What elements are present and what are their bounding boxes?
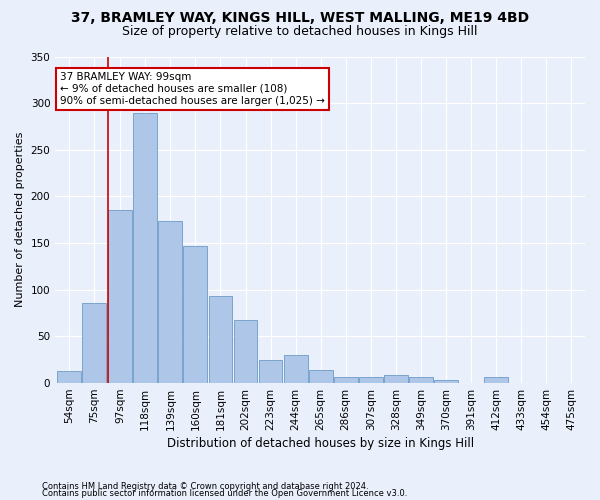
Text: Contains public sector information licensed under the Open Government Licence v3: Contains public sector information licen…	[42, 490, 407, 498]
Text: Contains HM Land Registry data © Crown copyright and database right 2024.: Contains HM Land Registry data © Crown c…	[42, 482, 368, 491]
Text: 37, BRAMLEY WAY, KINGS HILL, WEST MALLING, ME19 4BD: 37, BRAMLEY WAY, KINGS HILL, WEST MALLIN…	[71, 12, 529, 26]
Bar	[57, 371, 81, 383]
Bar	[108, 210, 132, 383]
Bar	[384, 374, 408, 383]
Text: Size of property relative to detached houses in Kings Hill: Size of property relative to detached ho…	[122, 25, 478, 38]
Bar	[133, 114, 157, 383]
Bar	[284, 355, 308, 383]
Y-axis label: Number of detached properties: Number of detached properties	[15, 132, 25, 308]
Bar	[158, 220, 182, 383]
X-axis label: Distribution of detached houses by size in Kings Hill: Distribution of detached houses by size …	[167, 437, 473, 450]
Text: 37 BRAMLEY WAY: 99sqm
← 9% of detached houses are smaller (108)
90% of semi-deta: 37 BRAMLEY WAY: 99sqm ← 9% of detached h…	[60, 72, 325, 106]
Bar	[82, 303, 106, 383]
Bar	[434, 380, 458, 383]
Bar	[209, 296, 232, 383]
Bar	[184, 246, 208, 383]
Bar	[259, 360, 283, 383]
Bar	[409, 376, 433, 383]
Bar	[309, 370, 332, 383]
Bar	[359, 376, 383, 383]
Bar	[484, 378, 508, 383]
Bar	[233, 320, 257, 383]
Bar	[334, 376, 358, 383]
